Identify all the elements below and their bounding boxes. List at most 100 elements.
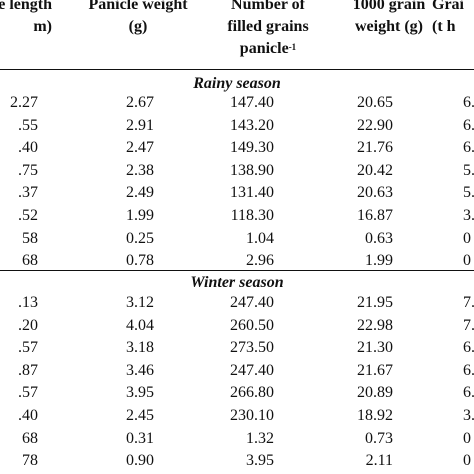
grain-weight-cell: 16.87 xyxy=(357,207,393,224)
grain-weight-cell: 20.65 xyxy=(357,94,393,111)
header-panicle-length-line2: m) xyxy=(33,18,52,35)
panicle-weight-cell: 0.90 xyxy=(126,452,154,470)
panicle-weight-cell: 0.25 xyxy=(126,229,154,247)
header-panicle-length: e length m) xyxy=(0,0,52,38)
header-grain-weight-line1: 1000 grain xyxy=(352,0,426,13)
grain-weight-cell: 21.30 xyxy=(357,339,393,357)
grain-weight-cell: 21.67 xyxy=(357,361,393,379)
grain-yield-cell: 6. xyxy=(463,94,474,111)
header-panicle-weight: Panicle weight (g) xyxy=(68,0,208,38)
filled-grains-cell: 3.95 xyxy=(246,452,274,470)
section-title-winter: Winter season xyxy=(190,274,284,291)
grain-weight-cell: 21.95 xyxy=(357,294,393,311)
filled-grains-cell: 266.80 xyxy=(230,384,274,402)
table-row: .40 2.45 230.10 18.92 3. xyxy=(0,405,474,427)
header-panicle-weight-line2: (g) xyxy=(128,18,148,35)
panicle-length-cell: .57 xyxy=(18,384,38,402)
table-row: .57 3.95 266.80 20.89 6. xyxy=(0,382,474,404)
grain-yield-cell: 6. xyxy=(463,384,474,402)
table-row: .13 3.12 247.40 21.95 7. xyxy=(0,292,474,314)
header-panicle-weight-line1: Panicle weight xyxy=(88,0,188,13)
grain-yield-cell: 0 xyxy=(463,229,471,247)
panicle-weight-cell: 0.78 xyxy=(126,252,154,270)
panicle-weight-cell: 3.12 xyxy=(126,294,154,311)
header-filled-grains: Number of filled grains panicle-1 xyxy=(208,0,328,60)
grain-yield-cell: 3. xyxy=(463,407,474,424)
panicle-length-cell: .20 xyxy=(18,316,38,334)
panicle-weight-cell: 2.45 xyxy=(126,407,154,424)
grain-weight-cell: 0.73 xyxy=(365,429,393,447)
filled-grains-cell: 273.50 xyxy=(230,339,274,357)
header-grain-yield-line1: Grai xyxy=(432,0,464,13)
grain-yield-cell: 6. xyxy=(463,339,474,357)
panicle-length-cell: .75 xyxy=(18,161,38,179)
filled-grains-cell: 118.30 xyxy=(230,207,274,224)
panicle-length-cell: .37 xyxy=(18,184,38,202)
table-row: 78 0.90 3.95 2.11 0 xyxy=(0,450,474,472)
table-row: .37 2.49 131.40 20.63 5. xyxy=(0,182,474,204)
panicle-length-cell: .13 xyxy=(18,294,38,311)
filled-grains-cell: 247.40 xyxy=(230,361,274,379)
panicle-length-cell: .57 xyxy=(18,339,38,357)
header-filled-grains-line2: filled grains xyxy=(227,18,309,35)
header-filled-grains-line3: panicle-1 xyxy=(208,38,328,60)
grain-weight-cell: 22.90 xyxy=(357,116,393,134)
panicle-weight-cell: 2.67 xyxy=(126,94,154,111)
grain-weight-cell: 0.63 xyxy=(365,229,393,247)
grain-yield-cell: 6. xyxy=(463,361,474,379)
table-row: .57 3.18 273.50 21.30 6. xyxy=(0,337,474,359)
grain-yield-cell: 5. xyxy=(463,161,474,179)
grain-weight-cell: 21.76 xyxy=(357,139,393,157)
grain-yield-cell: 7. xyxy=(463,294,474,311)
panicle-length-cell: 68 xyxy=(22,429,38,447)
header-panicle-length-line1: e length xyxy=(0,0,52,13)
grain-yield-cell: 5. xyxy=(463,184,474,202)
table-row: .40 2.47 149.30 21.76 6. xyxy=(0,137,474,159)
header-grain-weight-line2: weight (g) xyxy=(355,18,423,35)
panicle-length-cell: .40 xyxy=(18,139,38,157)
grain-yield-cell: 7. xyxy=(463,316,474,334)
table-row: .20 4.04 260.50 22.98 7. xyxy=(0,315,474,337)
grain-weight-cell: 20.42 xyxy=(357,161,393,179)
panicle-weight-cell: 2.91 xyxy=(126,116,154,134)
table-row: 68 0.78 2.96 1.99 0 xyxy=(0,250,474,272)
header-filled-grains-line1: Number of xyxy=(231,0,305,13)
header-grain-yield-line2: (t h xyxy=(432,18,456,35)
grain-weight-cell: 20.63 xyxy=(357,184,393,202)
filled-grains-cell: 131.40 xyxy=(230,184,274,202)
table-row: .87 3.46 247.40 21.67 6. xyxy=(0,360,474,382)
grain-yield-cell: 6. xyxy=(463,139,474,157)
panicle-length-cell: 2.27 xyxy=(10,94,38,111)
grain-yield-cell: 6. xyxy=(463,116,474,134)
panicle-weight-cell: 3.18 xyxy=(126,339,154,357)
filled-grains-cell: 247.40 xyxy=(230,294,274,311)
panicle-length-cell: 58 xyxy=(22,229,38,247)
table-row: 58 0.25 1.04 0.63 0 xyxy=(0,228,474,250)
panicle-weight-cell: 3.46 xyxy=(126,361,154,379)
filled-grains-cell: 230.10 xyxy=(230,407,274,424)
panicle-weight-cell: 4.04 xyxy=(126,316,154,334)
table-row: .55 2.91 143.20 22.90 6. xyxy=(0,115,474,137)
panicle-length-cell: .40 xyxy=(18,407,38,424)
table-row: .75 2.38 138.90 20.42 5. xyxy=(0,160,474,182)
filled-grains-cell: 260.50 xyxy=(230,316,274,334)
panicle-weight-cell: 2.47 xyxy=(126,139,154,157)
panicle-weight-cell: 3.95 xyxy=(126,384,154,402)
panicle-length-cell: 78 xyxy=(22,452,38,470)
section-title-rainy: Rainy season xyxy=(193,75,281,92)
grain-weight-cell: 18.92 xyxy=(357,407,393,424)
panicle-length-cell: .87 xyxy=(18,361,38,379)
panicle-length-cell: .52 xyxy=(18,207,38,224)
grain-weight-cell: 20.89 xyxy=(357,384,393,402)
filled-grains-cell: 2.96 xyxy=(246,252,274,270)
panicle-weight-cell: 2.38 xyxy=(126,161,154,179)
grain-yield-cell: 0 xyxy=(463,252,471,270)
header-grain-weight: 1000 grain weight (g) xyxy=(334,0,444,38)
section-divider-rule xyxy=(0,270,474,271)
header-bottom-rule xyxy=(0,69,474,70)
grain-weight-cell: 22.98 xyxy=(357,316,393,334)
header-filled-grains-superscript: -1 xyxy=(288,42,297,52)
grain-weight-cell: 1.99 xyxy=(365,252,393,270)
panicle-weight-cell: 0.31 xyxy=(126,429,154,447)
